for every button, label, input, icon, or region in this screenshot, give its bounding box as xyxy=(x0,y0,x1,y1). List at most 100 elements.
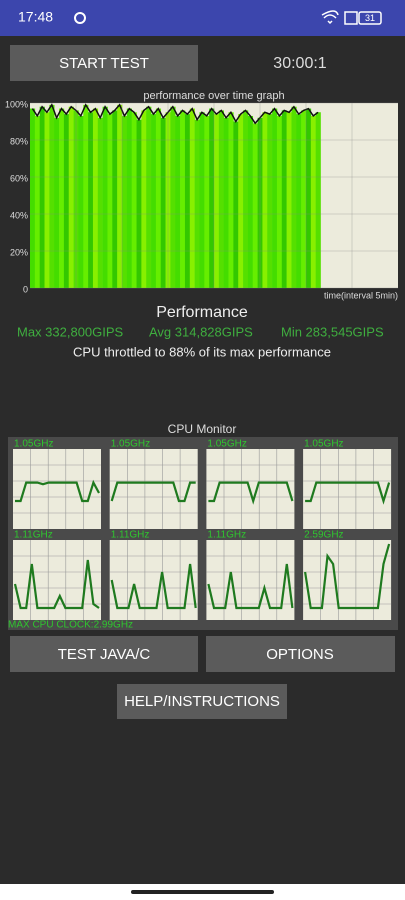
bar xyxy=(286,112,292,288)
core-line xyxy=(304,543,391,610)
bar xyxy=(88,112,94,288)
bar xyxy=(63,114,70,288)
bar xyxy=(112,110,118,289)
bar xyxy=(209,108,215,288)
options-button-label[interactable]: OPTIONS xyxy=(266,646,334,663)
timer: 30:00:1 xyxy=(273,55,326,72)
core-graph xyxy=(109,449,198,529)
core-graph xyxy=(206,540,295,620)
bar xyxy=(83,104,89,288)
performance-line xyxy=(31,103,319,125)
core-label: 1.05GHz xyxy=(207,439,246,450)
bar xyxy=(228,112,234,288)
bar xyxy=(243,110,249,289)
core-line xyxy=(15,479,100,503)
throttle-text: CPU throttled to 88% of its max performa… xyxy=(73,344,331,359)
test-button-label[interactable]: TEST JAVA/C xyxy=(58,646,151,663)
bar xyxy=(310,115,316,288)
bar xyxy=(131,112,137,288)
bar xyxy=(54,117,60,288)
bar xyxy=(281,110,287,289)
bar xyxy=(189,108,195,288)
bar xyxy=(175,115,181,288)
options-button[interactable] xyxy=(206,636,395,672)
home-indicator[interactable] xyxy=(131,890,274,894)
bar xyxy=(218,110,224,289)
max-cpu-clock: MAX CPU CLOCK:2.99GHz xyxy=(8,620,133,631)
bar xyxy=(39,106,45,288)
y-tick-label: 60% xyxy=(10,173,28,183)
bar xyxy=(199,112,205,288)
bar xyxy=(97,117,103,288)
bar xyxy=(301,110,307,289)
core-label: 1.05GHz xyxy=(14,439,53,450)
chart-title: performance over time graph xyxy=(143,90,284,102)
battery-level: 31 xyxy=(365,13,375,23)
bar xyxy=(117,104,123,288)
bar xyxy=(180,110,186,289)
bar xyxy=(233,121,239,288)
core-graph xyxy=(13,449,101,529)
bar xyxy=(107,114,113,288)
settings-icon xyxy=(74,12,86,24)
bar xyxy=(59,108,65,288)
bar xyxy=(252,123,258,288)
bar xyxy=(223,117,229,288)
min-perf: Min 283,545GIPS xyxy=(281,324,384,339)
bar xyxy=(92,108,99,288)
core-label: 2.59GHz xyxy=(304,530,343,541)
bar xyxy=(272,108,278,288)
plot: 0 20% 40% 60% 80% 100% xyxy=(5,99,398,294)
bar xyxy=(262,112,268,288)
test-button[interactable] xyxy=(10,636,198,672)
bar xyxy=(102,106,108,288)
bar xyxy=(267,114,273,288)
battery-icon xyxy=(358,11,382,25)
y-tick-label: 0 xyxy=(23,284,28,294)
core-line xyxy=(208,481,294,505)
cores: 1.05GHz 1.05GHz 1.05GHz 1.05GHz 1.11GHz 1.11G… xyxy=(13,439,392,620)
bar xyxy=(204,115,210,288)
help-button-label[interactable]: HELP/INSTRUCTIONS xyxy=(124,693,280,710)
wifi-icon xyxy=(321,10,339,25)
y-tick-label: 20% xyxy=(10,247,28,257)
core-line xyxy=(13,559,100,610)
bar xyxy=(122,115,128,288)
x-axis-label: time(interval 5min) xyxy=(324,290,398,300)
bar xyxy=(170,106,176,288)
bar xyxy=(194,119,200,289)
bar xyxy=(141,110,147,289)
bar xyxy=(136,119,142,289)
bar xyxy=(68,106,74,288)
bar xyxy=(155,108,162,288)
bar xyxy=(44,112,50,288)
bar xyxy=(151,114,157,288)
core-label: 1.11GHz xyxy=(14,530,53,541)
bar xyxy=(306,108,312,288)
bar xyxy=(146,106,152,288)
start-button[interactable] xyxy=(10,45,198,81)
bar xyxy=(214,114,220,288)
bar xyxy=(247,115,254,288)
core-graph xyxy=(109,540,198,620)
max-perf: Max 332,800GIPS xyxy=(17,324,124,339)
y-tick-label: 80% xyxy=(10,136,28,146)
core-label: 1.05GHz xyxy=(304,439,343,450)
notif-icon xyxy=(344,11,358,25)
core-label: 1.05GHz xyxy=(111,439,150,450)
core-line xyxy=(207,563,294,610)
y-tick-label: 40% xyxy=(10,210,28,220)
help-button[interactable] xyxy=(117,684,287,719)
start-button-label[interactable]: START TEST xyxy=(59,55,149,72)
bar xyxy=(296,114,302,288)
cpu-monitor-title: CPU Monitor xyxy=(168,422,237,436)
bar xyxy=(238,114,244,288)
bar xyxy=(276,115,283,288)
bar xyxy=(49,104,55,288)
bar xyxy=(291,106,297,288)
bar xyxy=(30,108,36,288)
core-label: 1.11GHz xyxy=(207,530,246,541)
core-line xyxy=(305,481,391,505)
